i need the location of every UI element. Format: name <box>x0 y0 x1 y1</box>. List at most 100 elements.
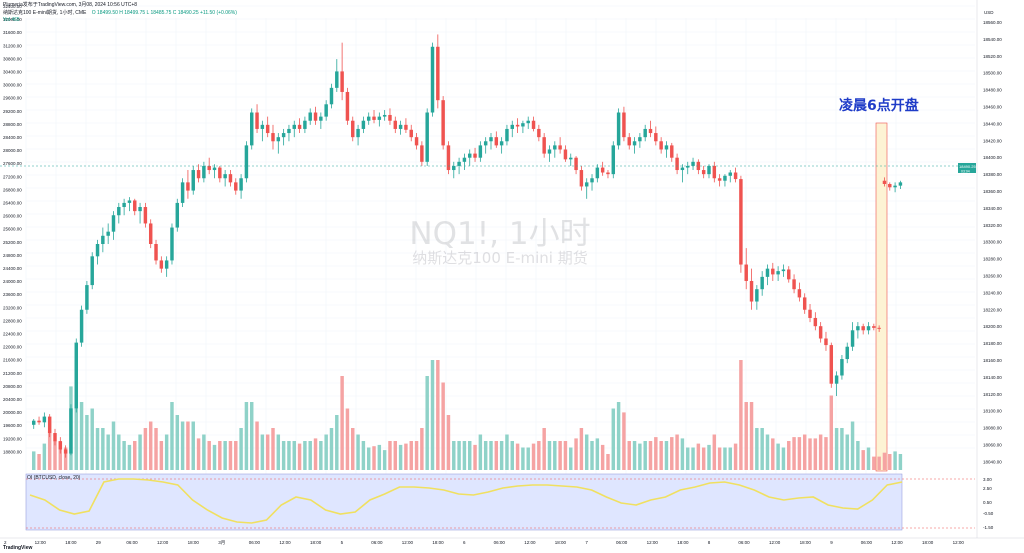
right-axis-currency: USD <box>984 10 994 15</box>
volume-bar <box>797 437 802 470</box>
volume-bar <box>345 408 350 470</box>
volume-bar <box>63 447 68 470</box>
candle-body <box>164 260 169 269</box>
volume-bar <box>787 441 791 470</box>
candle-body <box>616 112 621 146</box>
volume-bar <box>600 444 605 470</box>
candle-body <box>771 268 775 275</box>
price-badge-countdown: 03:04 <box>961 170 970 174</box>
candle-body <box>701 170 706 175</box>
price-badge-value: 18490.25 <box>959 164 976 169</box>
right-tick-label: 18220.00 <box>983 307 1002 312</box>
symbol-name[interactable]: 纳斯达克100 E-mini期货, 1小时, CME <box>3 10 87 16</box>
candle-body <box>324 104 328 117</box>
volume-bar <box>441 382 445 470</box>
left-tick-label: 32400.00 <box>3 4 22 9</box>
session-open-annotation: 凌晨6点开盘 <box>839 98 919 114</box>
candle-body <box>659 141 663 150</box>
right-tick-label: 18140.00 <box>983 375 1002 380</box>
volume-bar <box>776 443 780 470</box>
time-tick-label: 7 <box>585 540 588 545</box>
time-tick-label: 18:00 <box>310 540 322 545</box>
volume-bar <box>340 376 344 470</box>
volume-bar <box>244 402 249 470</box>
candle-body <box>404 124 408 130</box>
volume-bar <box>74 360 78 470</box>
candle-body <box>127 200 132 203</box>
left-price-axis[interactable]: 32400.00 32000.00 31600.00 31200.00 30800.00… <box>3 4 22 454</box>
volume-bar <box>574 438 578 470</box>
time-tick-label: 2 <box>4 540 7 545</box>
right-tick-label: 18340.00 <box>983 206 1002 211</box>
volume-bar <box>212 444 217 470</box>
candle-body <box>260 124 265 129</box>
left-tick-label: 26400.00 <box>3 201 22 206</box>
candle-body <box>218 167 222 179</box>
candle-body <box>58 441 63 450</box>
left-tick-label: 22000.00 <box>3 345 22 350</box>
candle-body <box>436 46 440 101</box>
volume-bar <box>133 441 137 470</box>
volume-bar <box>436 360 440 470</box>
candle-body <box>664 145 669 150</box>
candle-body <box>414 137 419 146</box>
candle-body <box>468 153 472 158</box>
candle-body <box>696 161 701 171</box>
volume-bar <box>861 450 865 470</box>
candle-body <box>808 309 812 318</box>
candle-body <box>818 326 823 339</box>
volume-bar <box>218 441 222 470</box>
candle-body <box>234 182 238 191</box>
volume-bar <box>664 441 669 470</box>
candle-body <box>866 326 871 331</box>
candle-body <box>755 289 759 302</box>
candle-body <box>553 145 557 150</box>
left-tick-label: 31200.00 <box>3 43 22 48</box>
volume-bar <box>303 441 307 470</box>
volume-bar <box>877 456 881 470</box>
candle-body <box>542 137 546 154</box>
volume-bar <box>808 438 812 470</box>
time-tick-label: 9 <box>830 540 833 545</box>
time-tick-label: 12:00 <box>35 540 47 545</box>
right-tick-label: 18040.00 <box>983 459 1002 464</box>
volume-bar <box>888 454 892 470</box>
candle-body <box>335 71 339 88</box>
volume-bar <box>180 421 185 470</box>
volume-bar <box>478 434 483 470</box>
left-tick-label: 20400.00 <box>3 397 22 402</box>
volume-bar <box>468 441 472 470</box>
volume-bar <box>154 428 158 470</box>
volume-bar <box>638 443 642 470</box>
volume-bar <box>148 421 153 470</box>
candle-body <box>792 279 796 290</box>
volume-bar <box>361 441 366 470</box>
candle-body <box>446 145 451 171</box>
volume-bar <box>138 434 142 470</box>
time-tick-label: 5 <box>341 540 344 545</box>
volume-bar <box>569 447 573 470</box>
volume-bar <box>457 441 461 470</box>
right-price-axis[interactable]: USD 18560.00 18540.00 18520.00 18500.00 18480… <box>976 0 1002 538</box>
time-tick-label: 12:00 <box>279 540 291 545</box>
volume-bar <box>547 441 552 470</box>
volume-bar <box>409 441 413 470</box>
candle-body <box>287 128 291 134</box>
candle-body <box>739 179 743 265</box>
volume-bar <box>510 441 514 470</box>
volume-bar <box>255 421 259 470</box>
candle-body <box>627 137 631 146</box>
time-axis[interactable]: 2 12:00 18:00 29 06:00 12:00 18:00 3月 06:00 12:00… <box>0 537 1024 546</box>
volume-bar <box>611 408 616 470</box>
volume-bar <box>90 408 94 470</box>
candle-body <box>813 317 818 327</box>
candle-body <box>595 167 600 179</box>
left-tick-label: 24000.00 <box>3 279 22 284</box>
volume-bar <box>659 441 663 470</box>
volume-bar <box>584 434 589 470</box>
candle-body <box>834 375 839 384</box>
candle-body <box>361 120 366 129</box>
oscillator-legend[interactable]: OI (BTCUSD, close, 20) <box>27 475 81 481</box>
